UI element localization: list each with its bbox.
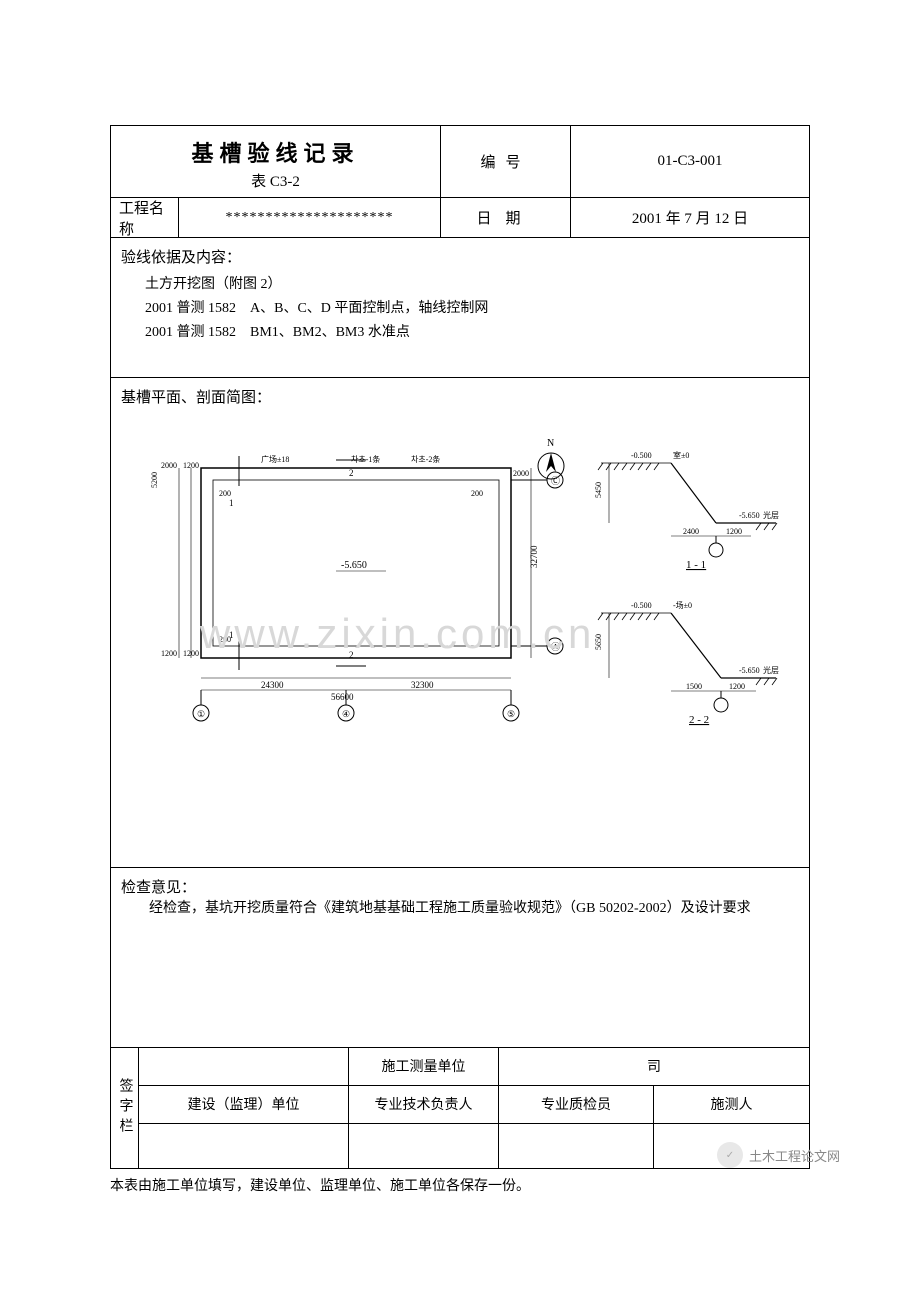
date-label: 日期 (441, 198, 571, 237)
svg-text:-0.500: -0.500 (631, 601, 652, 610)
diagram-section: 基槽平面、剖面简图： 1 1 2 2 -5.650 (111, 378, 809, 868)
svg-text:2400: 2400 (683, 527, 699, 536)
wechat-icon: ✓ (717, 1142, 743, 1168)
section-2-2: -0.500 -场±0 -5.650 光层 5650 1500 1200 2 -… (594, 601, 779, 726)
svg-text:2 - 2: 2 - 2 (689, 714, 709, 726)
sign-jianshe: 建设（监理）单位 (139, 1086, 349, 1123)
sign-blank-2 (349, 1124, 499, 1168)
svg-text:Ⓐ: Ⓐ (551, 642, 560, 652)
svg-text:Ⓒ: Ⓒ (551, 476, 560, 486)
svg-text:5650: 5650 (594, 634, 603, 650)
svg-text:④: ④ (342, 709, 350, 719)
sign-celiang: 施工测量单位 (349, 1048, 499, 1085)
basis-line-1: 土方开挖图（附图 2） (145, 273, 799, 297)
svg-text:차초-2条: 차초-2条 (411, 454, 440, 464)
svg-text:32700: 32700 (529, 545, 539, 568)
form-title: 基槽验线记录 (111, 136, 440, 168)
svg-text:1500: 1500 (686, 682, 702, 691)
svg-text:-场±0: -场±0 (673, 601, 692, 610)
sign-fuzeren: 专业技术负责人 (349, 1086, 499, 1123)
svg-text:1200: 1200 (726, 527, 742, 536)
svg-text:N: N (547, 438, 554, 449)
svg-text:200: 200 (471, 489, 483, 498)
svg-text:200: 200 (219, 635, 231, 644)
date-value: 2001 年 7 月 12 日 (571, 198, 809, 237)
project-label: 工程名称 (111, 198, 179, 237)
svg-text:2000: 2000 (161, 461, 177, 470)
svg-text:1200: 1200 (161, 649, 177, 658)
sign-table: 施工测量单位 司 建设（监理）单位 专业技术负责人 专业质检员 施测人 (139, 1048, 809, 1168)
svg-text:⑤: ⑤ (507, 709, 515, 719)
svg-text:-5.650: -5.650 (739, 666, 760, 675)
svg-text:2: 2 (349, 468, 354, 478)
basis-line-3: 2001 普测 1582 BM1、BM2、BM3 水准点 (145, 321, 799, 345)
svg-text:5200: 5200 (150, 472, 159, 488)
sign-blank-1 (139, 1124, 349, 1168)
svg-text:-5.650: -5.650 (739, 511, 760, 520)
svg-text:2000: 2000 (513, 469, 529, 478)
svg-text:2: 2 (349, 650, 354, 660)
sign-blank-3 (499, 1124, 654, 1168)
svg-text:①: ① (197, 709, 205, 719)
basis-body: 土方开挖图（附图 2） 2001 普测 1582 A、B、C、D 平面控制点，轴… (121, 273, 799, 344)
svg-text:24300: 24300 (261, 680, 284, 690)
svg-text:-0.500: -0.500 (631, 451, 652, 460)
svg-text:32300: 32300 (411, 680, 434, 690)
sign-column-label: 签字栏 (111, 1048, 139, 1168)
wechat-badge: ✓ 土木工程论文网 (717, 1142, 840, 1168)
form-subtitle: 表 C3-2 (111, 170, 440, 191)
svg-text:5450: 5450 (594, 482, 603, 498)
basis-line-2: 2001 普测 1582 A、B、C、D 平面控制点，轴线控制网 (145, 297, 799, 321)
svg-text:光层: 光层 (763, 665, 779, 675)
svg-text:차초-1条: 차초-1条 (351, 454, 380, 464)
project-value: ********************* (179, 198, 441, 237)
sign-zhijian: 专业质检员 (499, 1086, 654, 1123)
wechat-text: 土木工程论文网 (749, 1146, 840, 1165)
project-row: 工程名称 ********************* 日期 2001 年 7 月… (111, 198, 809, 238)
opinion-section: 检查意见： 经检查，基坑开挖质量符合《建筑地基基础工程施工质量验收规范》（GB … (111, 868, 809, 1048)
svg-text:光层: 光层 (763, 510, 779, 520)
opinion-body: 经检查，基坑开挖质量符合《建筑地基基础工程施工质量验收规范》（GB 50202-… (121, 897, 799, 921)
basis-section: 验线依据及内容： 土方开挖图（附图 2） 2001 普测 1582 A、B、C、… (111, 238, 809, 378)
sign-shice: 施测人 (654, 1086, 809, 1123)
record-form: 基槽验线记录 表 C3-2 编号 01-C3-001 工程名称 ********… (110, 125, 810, 1169)
svg-text:56600: 56600 (331, 692, 354, 702)
title-block: 基槽验线记录 表 C3-2 (111, 126, 441, 197)
svg-text:广场±18: 广场±18 (261, 454, 289, 464)
plan-center-elev: -5.650 (341, 560, 367, 571)
svg-text:1: 1 (229, 498, 234, 508)
section-1-1: -0.500 室±0 -5.650 光层 5450 2400 1200 1 - … (594, 450, 779, 571)
sign-si: 司 (499, 1048, 809, 1085)
serial-label: 编号 (441, 126, 571, 197)
diagram-title: 基槽平面、剖面简图： (121, 386, 799, 407)
svg-text:1 - 1: 1 - 1 (686, 559, 706, 571)
plan-and-sections-svg: 1 1 2 2 -5.650 2000 1200 5200 1200 1200 (121, 438, 801, 758)
plan-view: 1 1 2 2 -5.650 2000 1200 5200 1200 1200 (150, 454, 563, 721)
footnote-text: 本表由施工单位填写，建设单位、监理单位、施工单位各保存一份。 (110, 1175, 530, 1195)
serial-value: 01-C3-001 (571, 126, 809, 197)
signature-block: 签字栏 施工测量单位 司 建设（监理）单位 专业技术负责人 专业质检员 施测人 (111, 1048, 809, 1168)
svg-text:室±0: 室±0 (673, 450, 689, 460)
svg-text:200: 200 (219, 489, 231, 498)
svg-text:1200: 1200 (729, 682, 745, 691)
basis-title: 验线依据及内容： (121, 246, 799, 267)
header-row: 基槽验线记录 表 C3-2 编号 01-C3-001 (111, 126, 809, 198)
opinion-title: 检查意见： (121, 876, 799, 897)
